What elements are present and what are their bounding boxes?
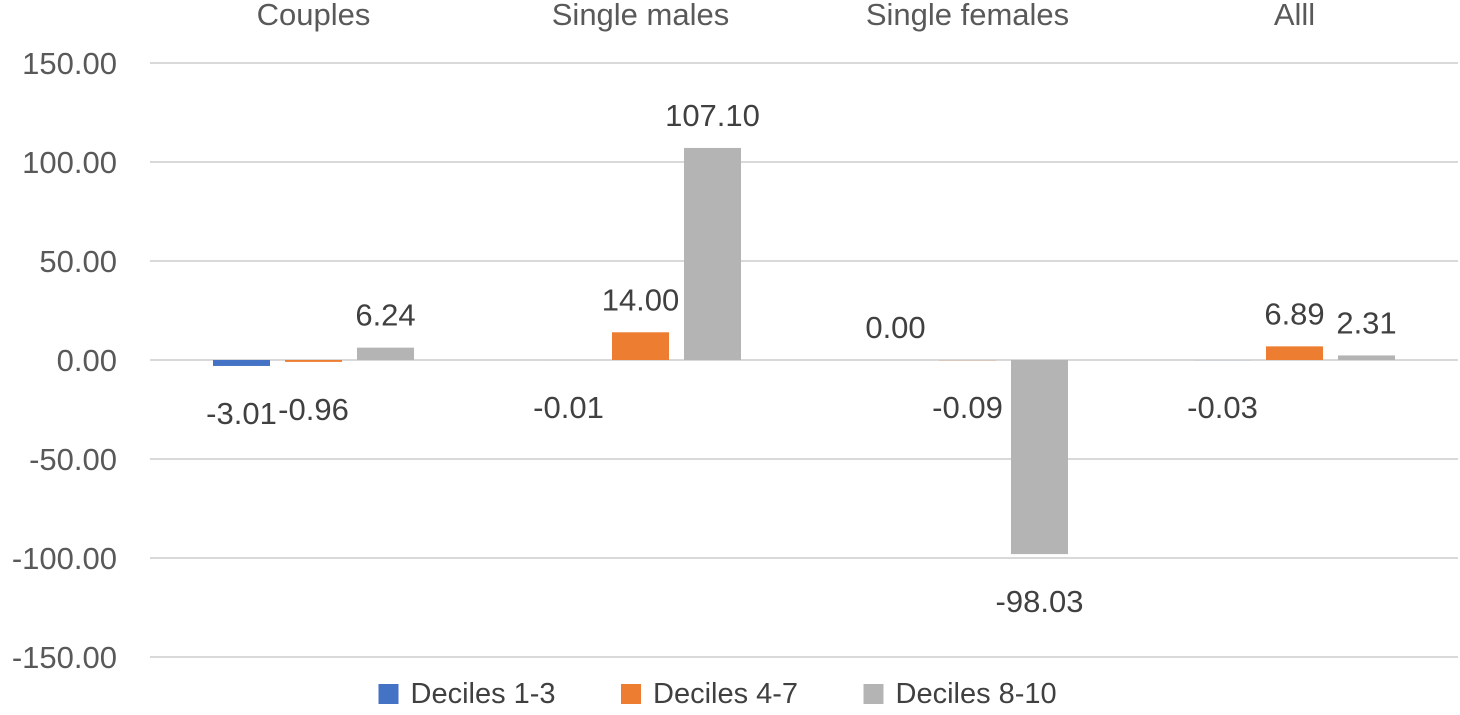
data-label: 2.31 <box>1336 305 1396 340</box>
data-label: -3.01 <box>206 396 277 431</box>
bar <box>1011 360 1068 555</box>
data-label: -0.01 <box>533 390 604 425</box>
data-label: -98.03 <box>996 584 1084 619</box>
bar <box>1266 346 1323 360</box>
bar <box>357 347 414 360</box>
legend-swatch <box>621 684 641 704</box>
y-tick-label: -150.00 <box>12 640 117 675</box>
data-label: -0.96 <box>278 392 349 427</box>
legend-label: Deciles 4-7 <box>653 678 798 710</box>
data-label: 14.00 <box>602 282 680 317</box>
data-label: -0.03 <box>1187 390 1258 425</box>
y-tick-label: 50.00 <box>39 244 117 279</box>
y-tick-label: -50.00 <box>29 442 117 477</box>
bar <box>213 360 270 366</box>
bar <box>285 360 342 362</box>
legend-swatch <box>863 684 884 704</box>
legend-label: Deciles 1-3 <box>411 678 556 710</box>
data-label: 6.24 <box>355 298 415 333</box>
bar <box>612 332 669 360</box>
data-label: 107.10 <box>665 98 760 133</box>
category-label: Single females <box>866 0 1069 32</box>
bar <box>1338 355 1395 360</box>
legend-swatch <box>378 684 399 704</box>
y-tick-label: 150.00 <box>22 46 117 81</box>
data-label: 6.89 <box>1264 296 1324 331</box>
category-label: Single males <box>552 0 729 32</box>
bar <box>684 147 741 360</box>
y-tick-label: 0.00 <box>57 343 117 378</box>
y-tick-label: 100.00 <box>22 145 117 180</box>
data-label: 0.00 <box>865 310 925 345</box>
category-label: Couples <box>257 0 371 32</box>
data-label: -0.09 <box>932 390 1003 425</box>
category-label: Alll <box>1274 0 1315 32</box>
legend-label: Deciles 8-10 <box>896 678 1057 710</box>
y-tick-label: -100.00 <box>12 541 117 576</box>
